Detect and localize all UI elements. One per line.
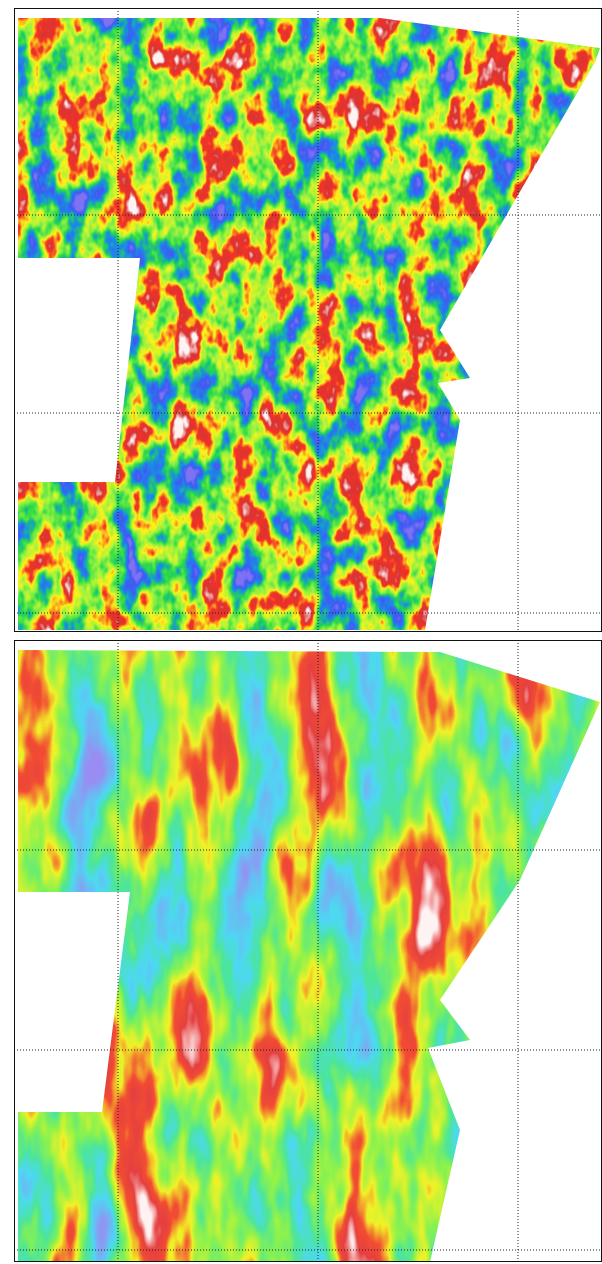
map-figure (0, 0, 602, 1264)
top-panel (14, 8, 602, 632)
bottom-panel (14, 640, 602, 1262)
page (0, 0, 602, 1264)
